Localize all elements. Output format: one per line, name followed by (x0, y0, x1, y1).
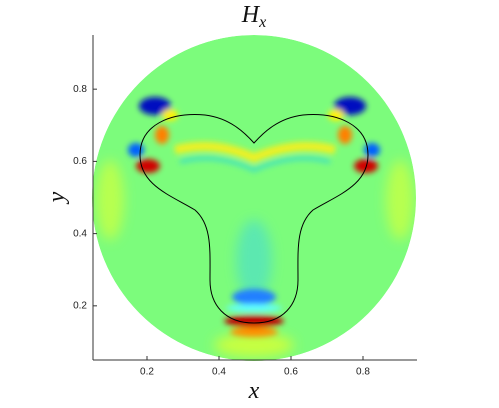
x-axis-label: x (248, 378, 260, 404)
title-subscript: x (258, 14, 266, 31)
x-tick-label: 0.4 (212, 367, 226, 378)
x-tick-label: 0.6 (284, 367, 298, 378)
y-tick-label: 0.2 (73, 300, 87, 311)
y-tick-label: 0.6 (73, 156, 87, 167)
field (92, 35, 416, 361)
boundary-curve (139, 114, 369, 324)
y-tick-label: 0.8 (73, 84, 87, 95)
x-tick-label: 0.2 (140, 367, 154, 378)
y-tick-label: 0.4 (73, 228, 87, 239)
y-axis-label: y (44, 191, 70, 204)
title-main: H (241, 2, 261, 28)
chart-title: Hx (241, 2, 266, 31)
x-tick-label: 0.8 (356, 367, 370, 378)
